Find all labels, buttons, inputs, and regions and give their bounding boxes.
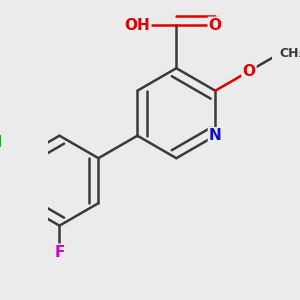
Text: OH: OH (124, 18, 150, 33)
Text: O: O (242, 64, 255, 79)
Text: F: F (54, 245, 65, 260)
Text: O: O (209, 18, 222, 33)
Text: N: N (209, 128, 222, 143)
Text: CH₃: CH₃ (279, 47, 300, 60)
Text: Cl: Cl (0, 135, 2, 150)
